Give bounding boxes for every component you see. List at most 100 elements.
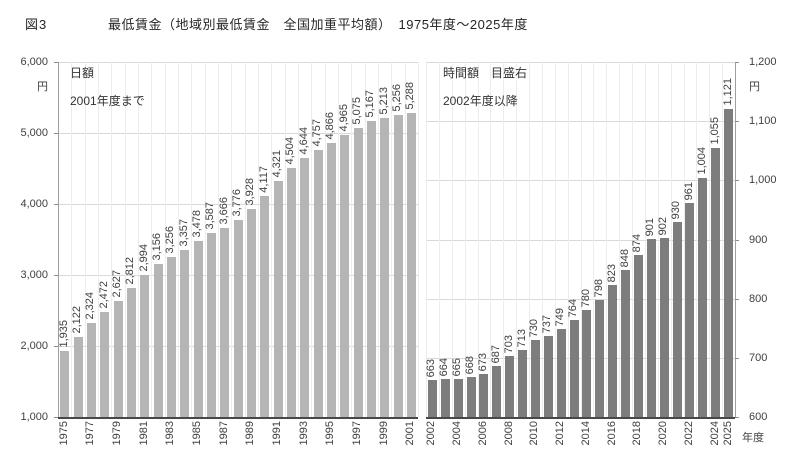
bar [595,300,604,417]
x-tick-label: 2020 [657,421,669,446]
bar [100,312,109,417]
gridline [426,62,735,63]
y-tick-label: 1,000 [749,174,777,186]
bar [531,340,540,417]
bar [127,288,136,417]
bar-value-label: 3,587 [204,202,216,230]
column-gridline [645,62,646,417]
bar [260,196,269,417]
x-axis-line [58,417,418,419]
gridline [426,357,735,359]
left-axis-unit: 円 [37,81,48,93]
bar [354,128,363,417]
y-tick-label: 700 [749,352,768,364]
y-axis-tick [735,121,739,122]
x-tick-label: 2010 [528,421,540,446]
column-gridline [178,62,179,417]
bar-value-label: 3,928 [244,178,256,206]
gridline [58,204,418,205]
bar [220,228,229,417]
bar [647,239,656,417]
bar [518,350,527,417]
bar [287,168,296,417]
bar [544,336,553,417]
bar-value-label: 673 [477,352,489,371]
bar-value-label: 730 [528,318,540,337]
bar [441,379,450,417]
bar [673,222,682,417]
x-tick-label: 2022 [683,421,695,446]
bar-value-label: 1,004 [696,147,708,175]
bar-value-label: 3,256 [164,226,176,254]
column-gridline [529,62,530,417]
bar-value-label: 764 [567,298,579,317]
bar-value-label: 737 [541,314,553,333]
bar-value-label: 1,935 [58,320,70,348]
y-tick-label: 1,000 [20,411,48,423]
y-axis-tick [54,204,58,205]
x-axis-title: 年度 [742,432,764,444]
bar [87,323,96,417]
column-gridline [218,62,219,417]
column-gridline [365,62,366,417]
bar [60,351,69,417]
y-axis-tick [54,133,58,134]
column-gridline [658,62,659,417]
bar-value-label: 3,478 [191,210,203,238]
bar [660,238,669,417]
bar-value-label: 930 [670,200,682,219]
bar-value-label: 668 [464,355,476,374]
bar-value-label: 961 [683,181,695,200]
column-gridline [245,62,246,417]
daily-wage-legend: 日額 2001年度まで [70,64,145,120]
column-gridline [465,62,466,417]
column-gridline [478,62,479,417]
x-tick-label: 1989 [244,421,256,446]
x-tick-label: 1991 [271,421,283,446]
bar [167,257,176,417]
bar-value-label: 780 [580,288,592,307]
bar-value-label: 3,666 [218,197,230,225]
column-gridline [258,62,259,417]
y-axis-tick [54,275,58,276]
x-tick-label: 1977 [84,421,96,446]
bar [327,143,336,417]
bar [711,148,720,417]
bar-value-label: 1,121 [722,78,734,106]
x-tick-label: 2004 [451,421,463,446]
column-gridline [671,62,672,417]
bar [467,377,476,417]
bar-value-label: 798 [593,278,605,297]
y-axis-tick [54,62,58,63]
column-gridline [619,62,620,417]
bar-value-label: 4,866 [324,112,336,140]
bar-value-label: 4,965 [338,104,350,132]
column-gridline [684,62,685,417]
bar [454,379,463,417]
column-gridline [516,62,517,417]
column-gridline [490,62,491,417]
x-tick-label: 1981 [138,421,150,446]
y-tick-label: 900 [749,234,768,246]
y-tick-label: 5,000 [20,127,48,139]
bar-value-label: 5,256 [391,84,403,112]
x-axis-line [426,417,735,419]
y-axis-tick [735,240,739,241]
column-gridline [452,62,453,417]
bar-value-label: 2,812 [124,257,136,285]
plot-edge-line [418,62,419,417]
column-gridline [298,62,299,417]
column-gridline [271,62,272,417]
x-tick-label: 2014 [580,421,592,446]
bar [74,337,83,417]
bar [582,310,591,417]
hourly-wage-plot: 663 664 665 668 673 687 703 713 730 737 749 764 780 7… [425,62,735,417]
column-gridline [125,62,126,417]
bar [698,178,707,417]
x-tick-label: 1999 [378,421,390,446]
bar-value-label: 2,122 [71,306,83,334]
y-tick-label: 2,000 [20,340,48,352]
bar-value-label: 823 [606,263,618,282]
column-gridline [439,62,440,417]
legend-line: 2002年度以降 [443,94,518,108]
